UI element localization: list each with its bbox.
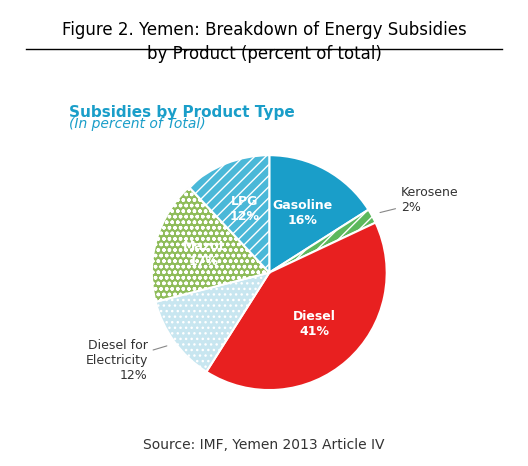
Text: Diesel for
Electricity
12%: Diesel for Electricity 12% (86, 339, 167, 383)
Text: (In percent of Total): (In percent of Total) (69, 117, 205, 131)
Text: Subsidies by Product Type: Subsidies by Product Type (69, 105, 295, 120)
Text: Source: IMF, Yemen 2013 Article IV: Source: IMF, Yemen 2013 Article IV (143, 438, 385, 452)
Text: Kerosene
2%: Kerosene 2% (380, 186, 459, 214)
Wedge shape (269, 210, 375, 273)
Text: Gasoline
16%: Gasoline 16% (272, 199, 332, 227)
Wedge shape (156, 273, 269, 372)
Wedge shape (269, 155, 369, 273)
Text: LPG
12%: LPG 12% (229, 195, 259, 223)
Wedge shape (206, 223, 386, 390)
Text: Diesel
41%: Diesel 41% (293, 310, 336, 338)
Text: Mazot
17%: Mazot 17% (183, 240, 225, 267)
Text: Figure 2. Yemen: Breakdown of Energy Subsidies
by Product (percent of total): Figure 2. Yemen: Breakdown of Energy Sub… (62, 21, 466, 62)
Wedge shape (189, 155, 269, 273)
Wedge shape (152, 187, 269, 302)
